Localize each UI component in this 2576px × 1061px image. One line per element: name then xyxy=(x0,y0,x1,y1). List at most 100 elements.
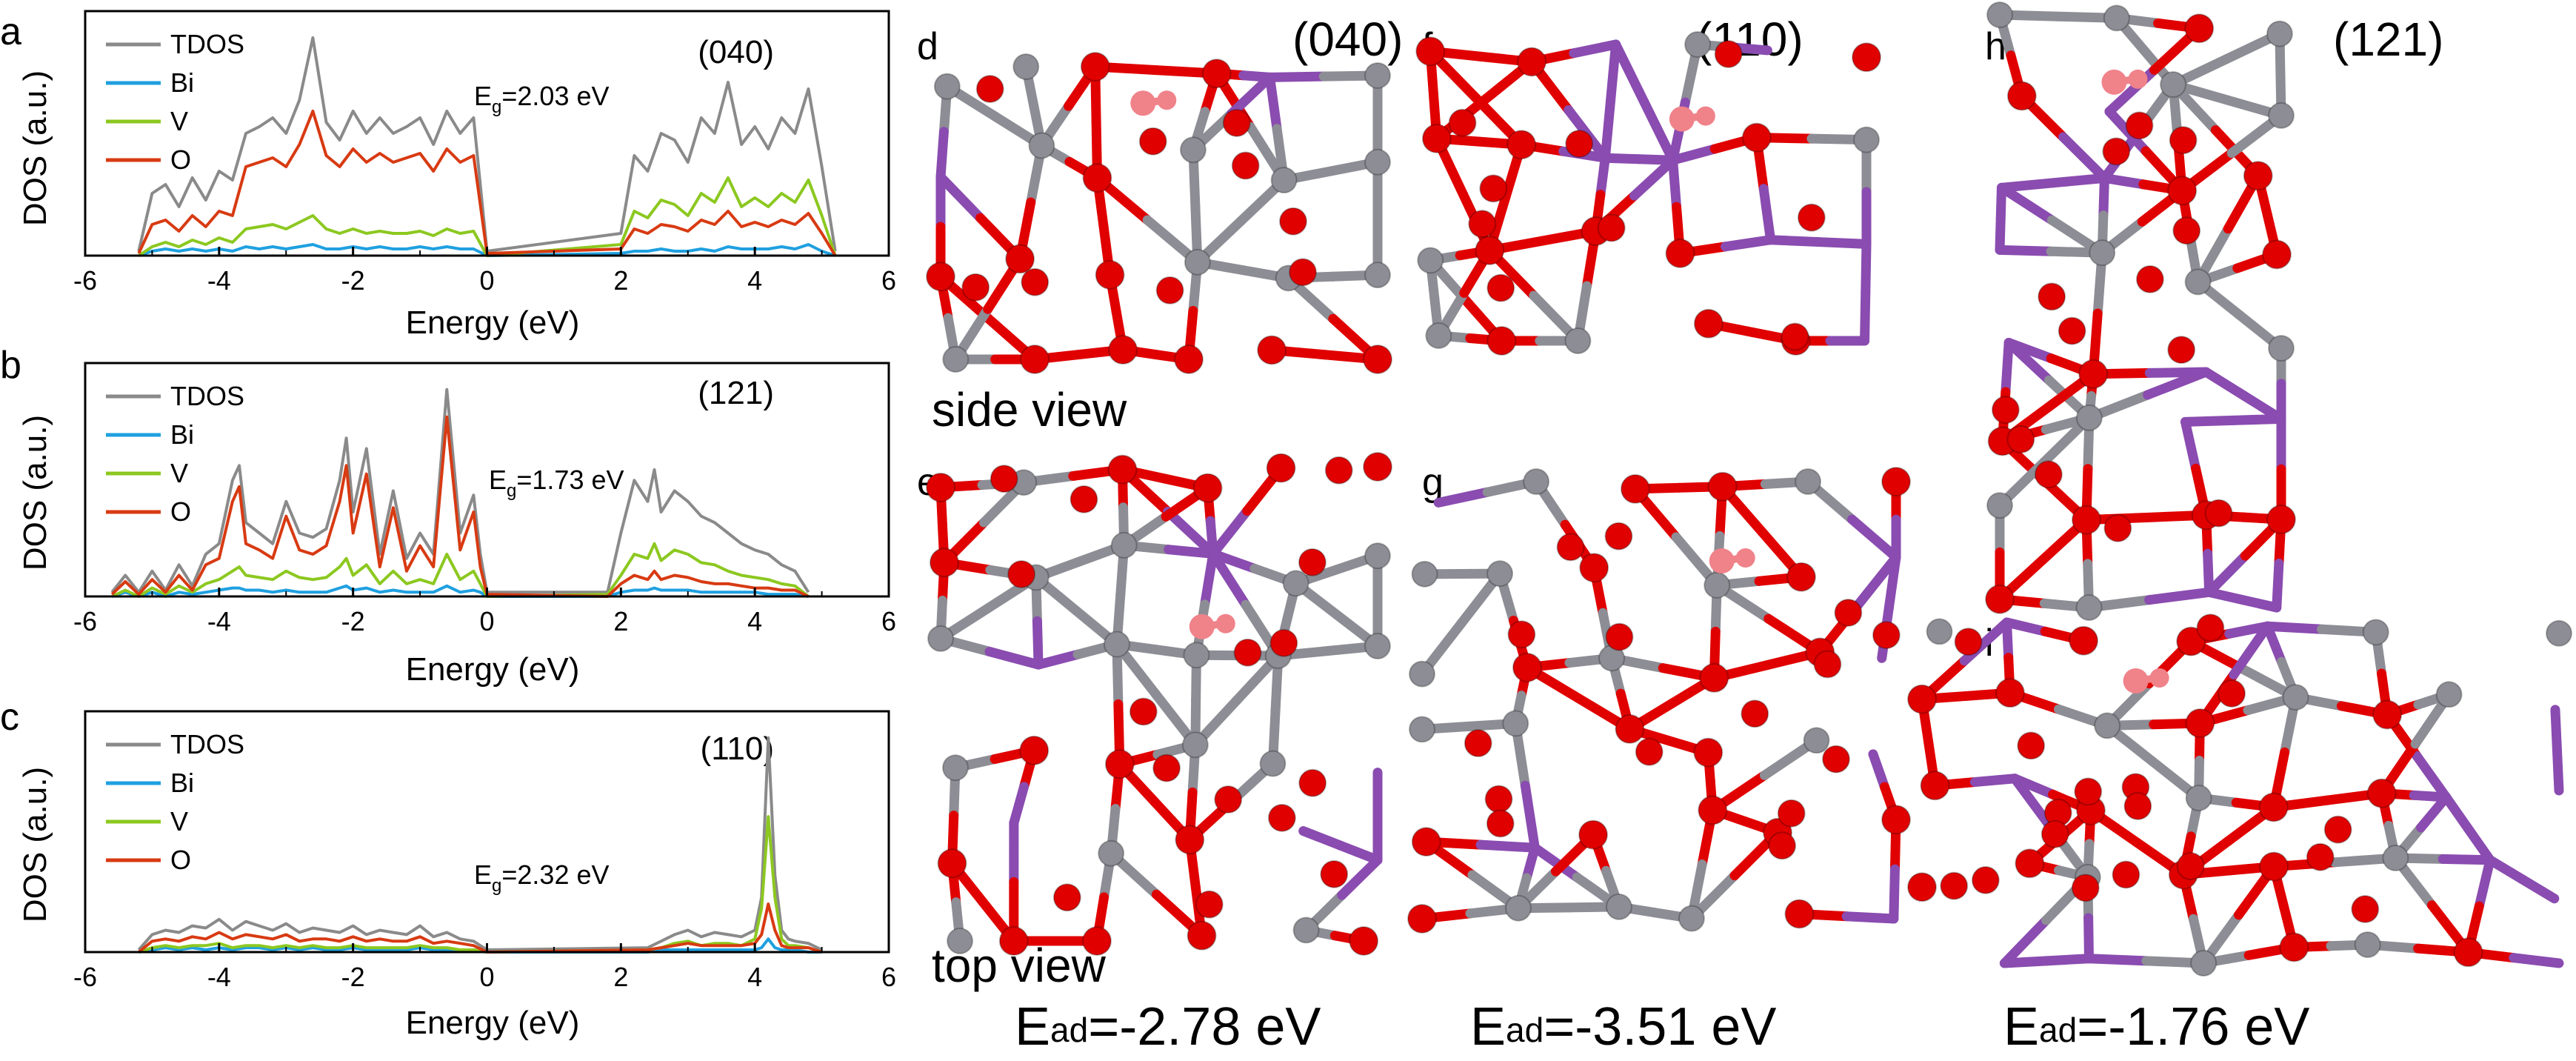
oxygen-atom xyxy=(1021,267,1050,296)
x-tick-label-a-2: -2 xyxy=(341,265,365,296)
oxygen-atom xyxy=(2372,699,2403,730)
bond xyxy=(2009,774,2057,833)
vanadium-atom xyxy=(941,754,969,782)
bond xyxy=(2552,745,2564,796)
oxygen-atom xyxy=(1821,745,1850,774)
x-axis-label-c: Energy (eV) xyxy=(406,1005,580,1041)
x-tick-label-b-2: -2 xyxy=(341,606,365,636)
legend-label-b-tdos: TDOS xyxy=(170,381,244,411)
oxygen-atom xyxy=(1298,768,1327,797)
vanadium-atom xyxy=(942,346,970,373)
hydrogen-atom xyxy=(2101,69,2127,95)
vanadium-atom xyxy=(933,73,961,100)
adsorption-energy-110: Ead=-3.51 eV xyxy=(1470,997,1776,1057)
oxygen-atom xyxy=(1907,872,1937,902)
bond xyxy=(2099,173,2149,190)
oxygen-atom xyxy=(1104,749,1135,779)
oxygen-atom xyxy=(1257,335,1287,365)
vanadium-atom xyxy=(1409,716,1435,743)
x-tick-label-a-4: 2 xyxy=(613,265,628,296)
oxygen-atom xyxy=(1201,59,1232,89)
vanadium-atom xyxy=(1184,248,1211,276)
hydrogen-atom xyxy=(1709,548,1735,574)
bond xyxy=(1813,237,1872,249)
vanadium-atom xyxy=(1986,492,2013,519)
bond xyxy=(2098,173,2109,221)
oxygen-atom xyxy=(2112,860,2140,889)
vanadium-atom xyxy=(1364,633,1391,660)
oxygen-atom xyxy=(1971,865,2000,894)
oxygen-atom xyxy=(1698,795,1728,825)
surface-label-a: (040) xyxy=(698,34,774,70)
series-line-b-tdos xyxy=(110,388,810,594)
oxygen-atom xyxy=(1635,737,1664,766)
bond xyxy=(1298,826,1346,851)
bond xyxy=(935,127,949,182)
surface-label-h: (121) xyxy=(2333,13,2443,66)
x-tick-label-c-0: -6 xyxy=(73,962,97,992)
oxygen-atom xyxy=(1421,123,1452,153)
x-tick-label-a-1: -4 xyxy=(207,265,231,296)
bond xyxy=(1265,72,1282,134)
oxygen-atom xyxy=(1579,553,1609,583)
hydrogen-atom xyxy=(1695,106,1715,126)
panel-letter-b: b xyxy=(0,344,21,387)
oxygen-atom xyxy=(2323,815,2352,844)
vanadium-atom xyxy=(947,928,974,954)
oxygen-atom xyxy=(1665,238,1695,268)
vanadium-atom xyxy=(1179,136,1207,164)
oxygen-atom xyxy=(1407,904,1437,934)
oxygen-atom xyxy=(1052,883,1081,912)
bond xyxy=(1853,552,1901,610)
bonds xyxy=(1417,476,1901,924)
legend-label-c-v: V xyxy=(170,806,188,837)
bond xyxy=(1766,235,1823,247)
legend-label-b-o: O xyxy=(170,496,191,527)
vanadium-atom xyxy=(1259,750,1287,777)
hydrogen-atom xyxy=(2149,668,2169,688)
bond xyxy=(2001,337,2014,397)
oxygen-atom xyxy=(961,273,990,302)
series-line-b-o xyxy=(110,415,810,598)
band-gap-label-a: Eg=2.03 eV xyxy=(474,81,610,117)
vanadium-atom xyxy=(2089,239,2116,267)
bond xyxy=(1629,155,1678,201)
band-gap-label-b: Eg=1.73 eV xyxy=(489,465,624,501)
oxygen-atom xyxy=(1741,122,1772,153)
bond xyxy=(935,172,986,223)
bond xyxy=(2416,792,2452,833)
bond xyxy=(1009,782,1030,828)
oxygen-atom xyxy=(2123,791,2152,820)
vanadium-atom xyxy=(1364,262,1391,289)
vanadium-atom xyxy=(1409,660,1435,688)
oxygen-atom xyxy=(1768,831,1797,860)
vanadium-atom xyxy=(2382,845,2409,872)
x-tick-label-c-4: 2 xyxy=(613,962,628,992)
legend-a: TDOS Bi VO xyxy=(106,29,244,175)
oxygen-atom xyxy=(2041,819,2069,848)
structure-panel-i: i xyxy=(1907,613,2572,977)
oxygen-atom xyxy=(926,262,955,292)
bond xyxy=(1163,507,1218,559)
x-axis-label-b: Energy (eV) xyxy=(406,651,580,688)
dos-panel-a: a (040) Eg=2.03 eV TDOS Bi VO -6 -4 -2 0 2 4 6 E… xyxy=(0,10,896,341)
vanadium-atom xyxy=(2354,931,2381,959)
bond xyxy=(2058,132,2109,183)
legend-label-b-bi: Bi xyxy=(170,419,194,450)
bond xyxy=(1889,864,1900,924)
oxygen-atom xyxy=(1222,108,1251,137)
bond xyxy=(2229,621,2272,680)
oxygen-atom xyxy=(1486,326,1517,356)
bond xyxy=(1208,548,1251,610)
surface-label-c: (110) xyxy=(701,731,774,767)
oxygen-atom xyxy=(937,848,967,879)
oxygen-atom xyxy=(2017,731,2046,760)
x-tick-label-a-3: 0 xyxy=(479,265,494,296)
bond xyxy=(2509,953,2564,968)
hydrogen-atom xyxy=(2128,69,2148,89)
vanadium-atom xyxy=(2266,20,2293,47)
x-tick-label-c-2: -2 xyxy=(341,962,365,992)
bond xyxy=(1200,548,1218,610)
atoms xyxy=(1985,1,2296,621)
oxygen-atom xyxy=(1693,308,1724,339)
